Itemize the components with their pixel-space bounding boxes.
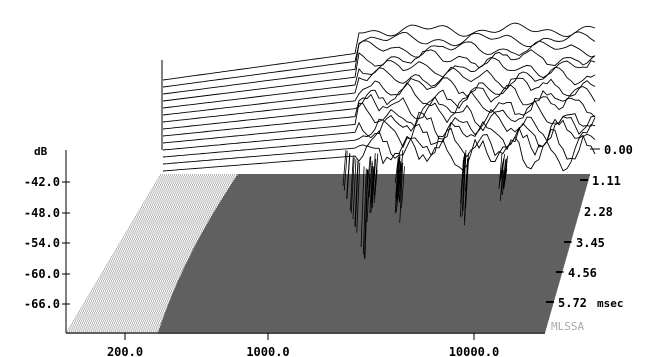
decay-spike: [397, 165, 402, 200]
y-tick-label: -42.0: [24, 175, 60, 189]
decay-spike: [366, 156, 371, 190]
time-tick-label: 2.28: [584, 205, 613, 219]
decay-spike: [370, 168, 375, 213]
slices-group: [66, 174, 590, 334]
response-curve: [162, 90, 596, 137]
decay-spike: [503, 168, 508, 187]
decay-spike: [502, 159, 506, 195]
x-tick-label: 10000.0: [449, 345, 500, 357]
response-curve: [162, 108, 596, 151]
response-curve: [162, 40, 596, 95]
time-tick-label: 5.72: [558, 296, 587, 310]
decay-spike: [373, 169, 378, 203]
decay-spike: [397, 163, 402, 195]
decay-spike: [362, 168, 367, 255]
watermark: MLSSA: [551, 320, 584, 333]
decay-spike: [394, 156, 399, 214]
y-tick-label: -48.0: [24, 206, 60, 220]
decay-spike: [366, 169, 371, 223]
response-curve: [162, 118, 596, 158]
response-curve: [162, 22, 596, 81]
y-tick-label: -66.0: [24, 297, 60, 311]
decay-spike: [346, 153, 351, 200]
decay-spike: [461, 153, 466, 217]
decay-spike: [370, 166, 375, 203]
response-curve: [162, 126, 596, 165]
x-tick-label: 200.0: [107, 345, 143, 357]
y-tick-label: -54.0: [24, 236, 60, 250]
decay-spike: [360, 166, 365, 247]
decay-spike: [499, 161, 504, 181]
response-curve: [162, 81, 596, 130]
decay-spike: [396, 159, 400, 201]
y-tick-label: -60.0: [24, 267, 60, 281]
decay-spike: [373, 158, 378, 195]
decay-spike: [401, 166, 405, 209]
y-axis-ticks: -42.0 -48.0 -54.0 -60.0 -66.0: [24, 175, 60, 311]
decay-spike: [371, 165, 376, 204]
time-unit-label: msec: [597, 297, 624, 310]
decay-spike: [465, 158, 469, 209]
response-curve: [162, 134, 596, 172]
decay-spike: [354, 160, 359, 226]
decay-spike: [503, 165, 508, 182]
y-axis-label: dB: [34, 145, 48, 158]
decay-spike: [354, 161, 359, 228]
decay-spike: [356, 162, 361, 233]
decay-spike: [399, 149, 404, 202]
decay-spike: [349, 156, 354, 211]
time-tick-label: 1.11: [592, 174, 621, 188]
response-curve: [162, 49, 596, 102]
time-tick-label: 0.00: [604, 143, 633, 157]
decay-spike: [369, 166, 374, 214]
x-tick-label: 1000.0: [246, 345, 289, 357]
decay-spike: [343, 151, 348, 191]
response-curve: [162, 66, 596, 116]
decay-spike: [342, 149, 347, 187]
decay-spike: [501, 153, 505, 178]
front-curves-group: [62, 22, 596, 340]
time-axis-ticks: 0.00 1.11 2.28 3.45 4.56 5.72 msec: [558, 143, 633, 310]
decay-spike: [369, 162, 373, 190]
decay-spike: [350, 157, 355, 214]
response-curve: [162, 31, 596, 88]
decay-spike: [352, 159, 357, 220]
decay-spike: [399, 162, 404, 223]
time-tick-label: 3.45: [576, 236, 605, 250]
response-curve: [162, 77, 596, 123]
x-axis-ticks: 200.0 1000.0 10000.0: [107, 345, 499, 357]
decay-spike: [363, 169, 368, 258]
time-tick-label: 4.56: [568, 266, 597, 280]
response-curve: [162, 100, 596, 144]
time-axis-tick-marks: [546, 148, 600, 303]
